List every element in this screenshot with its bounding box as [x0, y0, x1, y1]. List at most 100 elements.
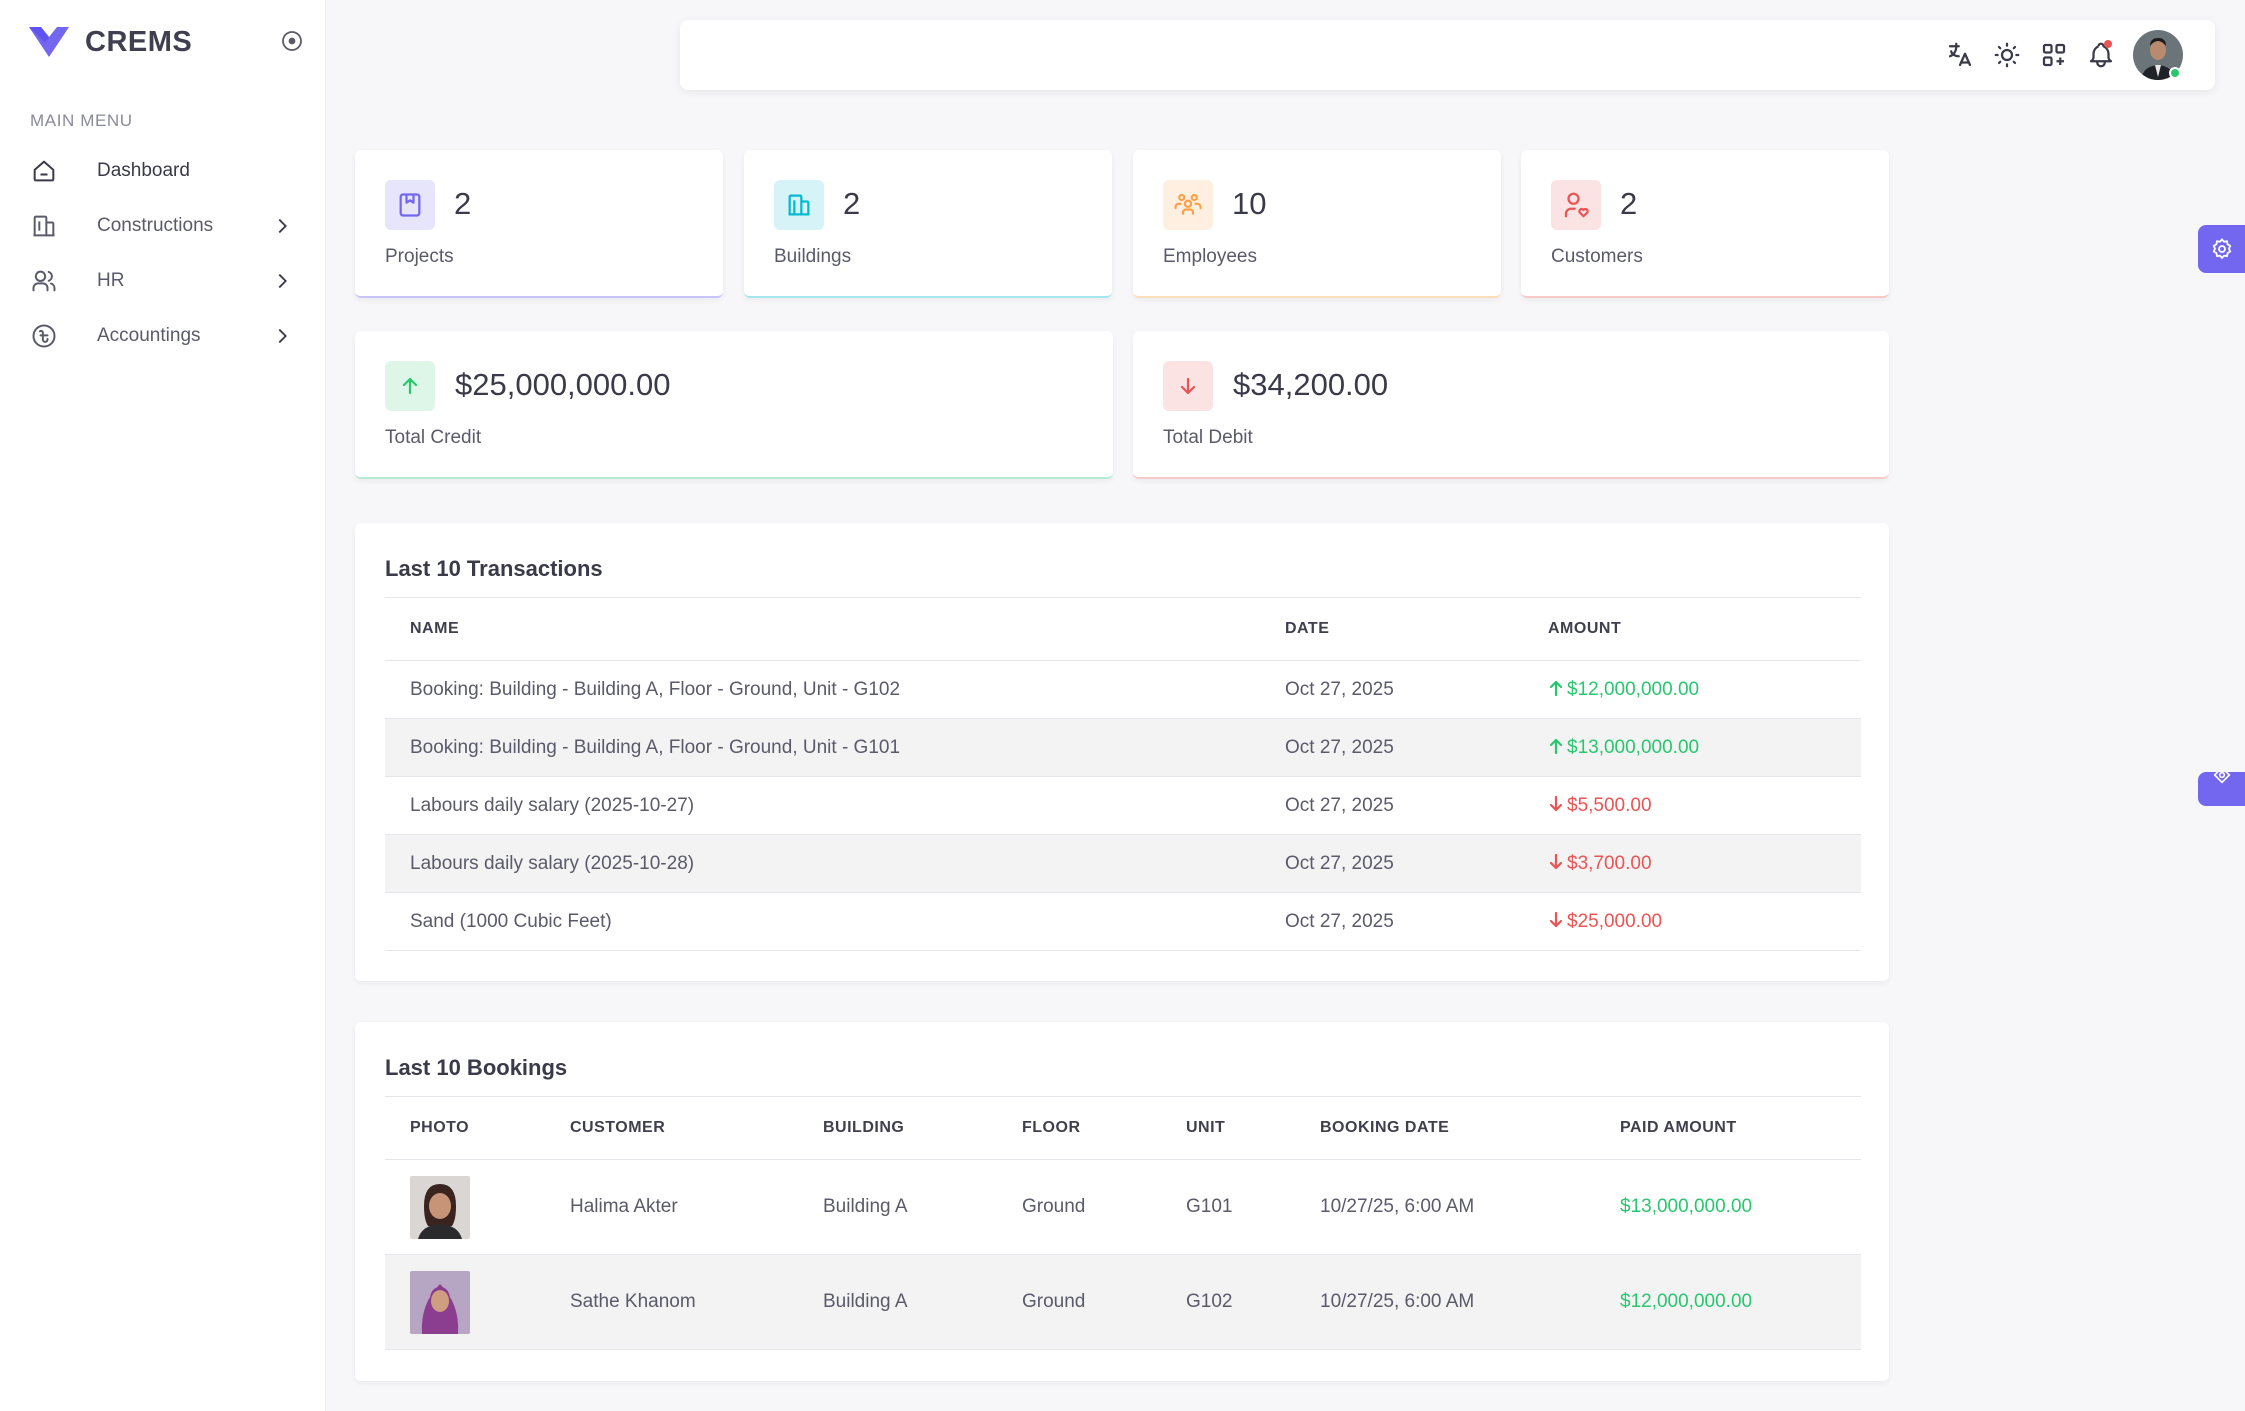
customer-photo[interactable] — [410, 1175, 470, 1239]
sidebar-item-dashboard[interactable]: Dashboard — [0, 145, 326, 197]
stat-label: Employees — [1163, 246, 1257, 267]
total-credit-label: Total Credit — [385, 427, 482, 448]
column-header-date[interactable]: DATE — [1285, 620, 1330, 637]
users-icon — [32, 270, 56, 292]
taka-coin-icon — [32, 324, 56, 348]
table-row[interactable]: Labours daily salary (2025-10-27) Oct 27… — [385, 776, 1861, 835]
table-row[interactable]: Sand (1000 Cubic Feet) Oct 27, 2025 $25,… — [385, 892, 1861, 951]
column-header-photo[interactable]: PHOTO — [410, 1119, 470, 1136]
column-header-building[interactable]: BUILDING — [823, 1119, 905, 1136]
notification-badge — [2104, 40, 2112, 48]
column-header-unit[interactable]: UNIT — [1186, 1119, 1226, 1136]
user-avatar[interactable] — [2133, 30, 2183, 80]
home-icon — [33, 160, 55, 182]
brand[interactable]: CREMS — [27, 22, 192, 62]
apps-icon[interactable] — [2039, 40, 2069, 70]
building-icon — [774, 180, 824, 230]
settings-tab-button[interactable] — [2198, 225, 2245, 273]
transaction-amount: $3,700.00 — [1523, 835, 1861, 893]
transaction-name: Booking: Building - Building A, Floor - … — [410, 736, 901, 758]
transaction-name: Labours daily salary (2025-10-27) — [410, 794, 695, 816]
column-header-customer[interactable]: CUSTOMER — [570, 1119, 666, 1136]
arrow-down-icon — [1549, 911, 1563, 927]
stat-value: 2 — [1620, 186, 1638, 221]
chevron-right-icon — [278, 273, 287, 289]
stat-label: Customers — [1551, 246, 1643, 267]
sidebar-item-hr[interactable]: HR — [0, 255, 326, 307]
stat-card-employees[interactable]: 10 Employees — [1133, 150, 1501, 298]
top-navbar — [680, 20, 2215, 90]
transaction-amount: $25,000.00 — [1523, 893, 1861, 951]
sidebar-item-constructions[interactable]: Constructions — [0, 200, 326, 252]
users-group-icon — [1163, 180, 1213, 230]
table-row[interactable]: Halima Akter Building A Ground G101 10/2… — [385, 1159, 1861, 1255]
customizer-icon — [2212, 772, 2231, 784]
booking-unit: G101 — [1186, 1196, 1233, 1217]
arrow-down-icon — [1163, 361, 1213, 411]
amount-text: $12,000,000.00 — [1567, 678, 1700, 700]
arrow-down-icon — [1549, 795, 1563, 811]
table-row[interactable]: Booking: Building - Building A, Floor - … — [385, 660, 1861, 719]
user-heart-icon — [1551, 180, 1601, 230]
building-icon — [33, 215, 55, 237]
booking-paid-amount: $13,000,000.00 — [1620, 1196, 1753, 1217]
translate-icon[interactable] — [1945, 40, 1975, 70]
stat-card-customers[interactable]: 2 Customers — [1521, 150, 1889, 298]
column-header-paid-amount[interactable]: PAID AMOUNT — [1620, 1119, 1737, 1136]
bookings-card: Last 10 Bookings PHOTO CUSTOMER BUILDING… — [355, 1022, 1889, 1381]
sidebar-item-label: HR — [97, 270, 125, 291]
table-row[interactable]: Labours daily salary (2025-10-28) Oct 27… — [385, 834, 1861, 893]
sidebar-item-accountings[interactable]: Accountings — [0, 310, 326, 362]
transactions-card: Last 10 Transactions NAME DATE AMOUNT Bo… — [355, 523, 1889, 981]
arrow-down-icon — [1549, 853, 1563, 869]
stat-card-projects[interactable]: 2 Projects — [355, 150, 723, 298]
transaction-date: Oct 27, 2025 — [1285, 852, 1394, 874]
stat-value: 2 — [843, 186, 861, 221]
bookings-table: PHOTO CUSTOMER BUILDING FLOOR UNIT BOOKI… — [385, 1096, 1861, 1350]
transaction-name: Labours daily salary (2025-10-28) — [410, 852, 695, 874]
booking-floor: Ground — [1022, 1196, 1086, 1217]
menu-header: MAIN MENU — [30, 111, 133, 130]
booking-paid-amount: $12,000,000.00 — [1620, 1291, 1753, 1312]
total-debit-label: Total Debit — [1163, 427, 1253, 448]
column-header-booking-date[interactable]: BOOKING DATE — [1320, 1119, 1450, 1136]
customizer-tab-button[interactable] — [2198, 772, 2245, 806]
amount-text: $5,500.00 — [1567, 794, 1652, 816]
customer-photo[interactable] — [410, 1270, 470, 1334]
stat-value: 10 — [1232, 186, 1267, 221]
total-debit-card[interactable]: $34,200.00 Total Debit — [1133, 331, 1889, 479]
brand-name: CREMS — [85, 25, 193, 58]
customer-photo-cell — [385, 1160, 545, 1255]
bookmark-icon — [385, 180, 435, 230]
column-header-name[interactable]: NAME — [410, 620, 460, 637]
customer-photo-image — [410, 1175, 470, 1239]
collapse-sidebar-icon[interactable] — [280, 29, 304, 53]
stat-card-buildings[interactable]: 2 Buildings — [744, 150, 1112, 298]
table-row[interactable]: Booking: Building - Building A, Floor - … — [385, 718, 1861, 777]
column-header-floor[interactable]: FLOOR — [1022, 1119, 1081, 1136]
arrow-up-icon — [1549, 680, 1563, 696]
arrow-up-icon — [1549, 738, 1563, 754]
chevron-right-icon — [278, 218, 287, 234]
booking-floor: Ground — [1022, 1291, 1086, 1312]
bell-icon[interactable] — [2086, 40, 2116, 70]
transaction-date: Oct 27, 2025 — [1285, 794, 1394, 816]
sidebar-item-label: Accountings — [97, 325, 201, 346]
user-avatar-image — [2133, 30, 2183, 80]
transaction-name: Booking: Building - Building A, Floor - … — [410, 678, 901, 700]
sun-icon[interactable] — [1992, 40, 2022, 70]
sidebar-item-label: Dashboard — [97, 160, 190, 181]
booking-customer: Sathe Khanom — [570, 1291, 696, 1312]
total-debit-value: $34,200.00 — [1233, 367, 1389, 402]
table-row[interactable]: Sathe Khanom Building A Ground G102 10/2… — [385, 1254, 1861, 1350]
table-header-row: PHOTO CUSTOMER BUILDING FLOOR UNIT BOOKI… — [385, 1096, 1861, 1160]
amount-text: $13,000,000.00 — [1567, 736, 1700, 758]
sidebar-item-label: Constructions — [97, 215, 214, 236]
settings-icon — [2212, 238, 2231, 260]
column-header-amount[interactable]: AMOUNT — [1548, 620, 1622, 637]
online-status-dot — [2169, 67, 2181, 79]
transaction-name: Sand (1000 Cubic Feet) — [410, 910, 612, 932]
bookings-title: Last 10 Bookings — [385, 1055, 568, 1080]
transaction-date: Oct 27, 2025 — [1285, 678, 1394, 700]
total-credit-card[interactable]: $25,000,000.00 Total Credit — [355, 331, 1113, 479]
